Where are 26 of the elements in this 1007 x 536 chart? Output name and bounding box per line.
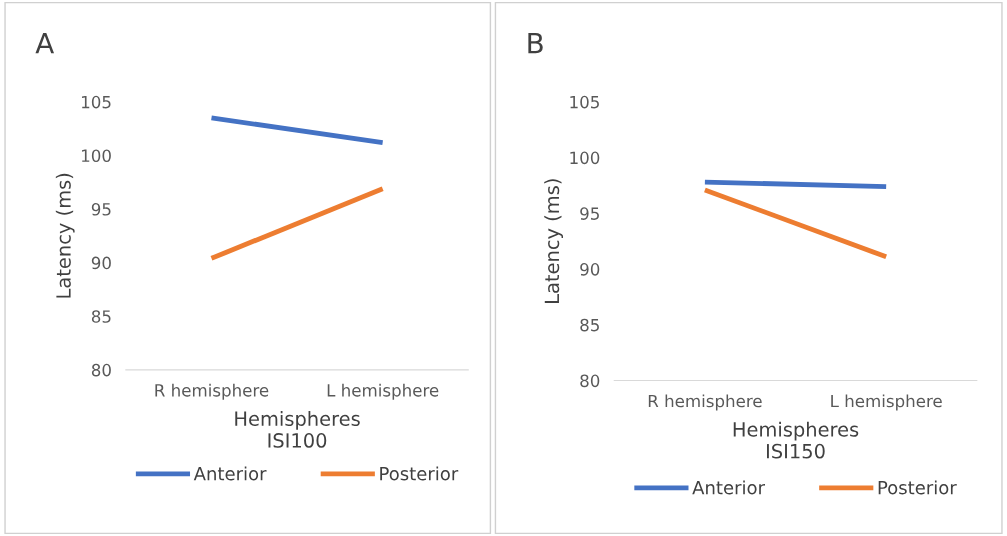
legend-label: Posterior xyxy=(878,480,957,495)
y-tick-label: 90 xyxy=(91,256,111,270)
y-tick-label: 85 xyxy=(580,318,599,332)
y-tick-label: 105 xyxy=(570,95,599,109)
x-tick-label: R hemisphere xyxy=(155,383,269,400)
y-tick-label: 95 xyxy=(91,203,111,216)
y-tick-label: 95 xyxy=(580,207,599,220)
x-tick-label: L hemisphere xyxy=(327,383,439,400)
y-tick-label: 80 xyxy=(580,374,600,388)
legend-label: Anterior xyxy=(193,466,267,481)
legend-label: Anterior xyxy=(692,480,765,495)
chart-title: B xyxy=(528,33,543,54)
x-tick-label: L hemisphere xyxy=(831,394,942,411)
legend-label: Posterior xyxy=(380,466,459,481)
chart-title: A xyxy=(35,33,55,54)
y-tick-label: 90 xyxy=(580,263,600,276)
y-tick-label: 85 xyxy=(91,310,111,323)
y-tick-label: 100 xyxy=(82,149,111,163)
y-axis-title: Latency (ms) xyxy=(544,179,564,303)
y-tick-label: 80 xyxy=(91,363,111,377)
y-tick-label: 105 xyxy=(82,95,111,109)
x-tick-label: R hemisphere xyxy=(648,394,762,411)
y-axis-title: Latency (ms) xyxy=(55,173,75,298)
x-axis-title: Hemispheres ISI150 xyxy=(733,421,859,459)
x-axis-title: Hemispheres ISI100 xyxy=(235,410,360,448)
y-tick-label: 100 xyxy=(570,151,600,165)
